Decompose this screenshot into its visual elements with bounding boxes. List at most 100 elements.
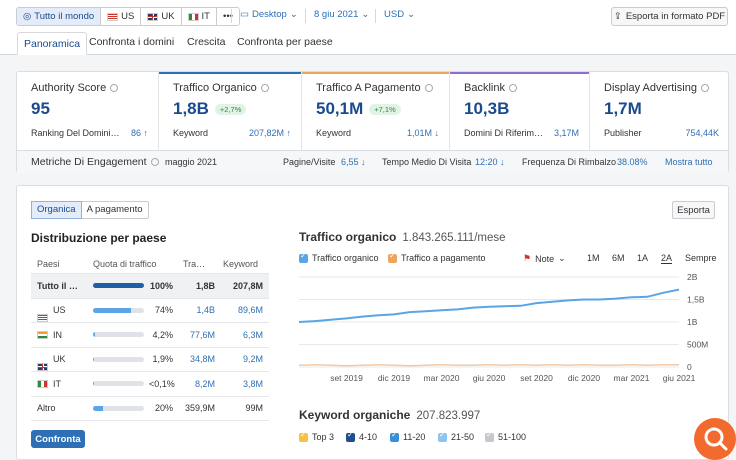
region-selector: ◎ Tutto il mondo US UK IT •••: [16, 7, 240, 26]
search-fab-button[interactable]: [694, 418, 736, 460]
table-row[interactable]: UK 1,9% 34,8M 9,2M: [31, 348, 269, 372]
x-tick-label: dic 2020: [568, 373, 600, 383]
currency-dropdown[interactable]: USD ⌄: [384, 9, 415, 20]
notes-dropdown[interactable]: ⚑ Note ⌄: [523, 253, 566, 264]
table-row[interactable]: Tutto il … 100% 1,8B 207,8M: [31, 274, 269, 299]
compare-button[interactable]: Confronta: [31, 430, 85, 448]
info-icon: [508, 84, 517, 92]
chart-total: 1.843.265.111/mese: [402, 232, 506, 244]
tab-crescita[interactable]: Crescita: [187, 36, 226, 48]
country-label: US: [121, 11, 135, 22]
kw-legend-4-10[interactable]: 4-10: [346, 430, 378, 442]
table-row[interactable]: Altro 20% 359,9M 99M: [31, 397, 269, 421]
legend-label: Top 3: [312, 432, 335, 442]
legend-organic[interactable]: Traffico organico: [299, 251, 379, 263]
show-all-link[interactable]: Mostra tutto: [665, 157, 713, 167]
chevron-down-icon: ⌄: [407, 9, 416, 20]
export-button[interactable]: Esporta: [672, 201, 715, 219]
metric-value: 1,8B: [173, 99, 209, 118]
metric-accent-line: [450, 72, 589, 74]
date-dropdown[interactable]: 8 giu 2021 ⌄: [314, 9, 369, 20]
us-flag-icon: [37, 314, 48, 323]
chevron-down-icon: ⌄: [289, 9, 298, 20]
legend-label: 4-10: [359, 432, 378, 442]
share-bar: [93, 332, 144, 338]
x-tick-label: set 2020: [520, 373, 553, 383]
share-percent: 1,9%: [152, 354, 173, 365]
table-row[interactable]: IT <0,1% 8,2M 3,8M: [31, 372, 269, 397]
it-flag-icon: [187, 12, 199, 21]
legend-label: Traffico a pagamento: [401, 253, 486, 263]
country-us-button[interactable]: US: [101, 8, 142, 25]
bounce-value: 38.08%: [617, 157, 648, 167]
metric-organic-traffic[interactable]: Traffico Organico 1,8B +2,7% Keyword 207,8…: [158, 72, 301, 150]
table-row[interactable]: US 74% 1,4B 89,6M: [31, 299, 269, 323]
keyword-value[interactable]: 89,6M: [237, 305, 263, 316]
traffic-value[interactable]: 34,8M: [189, 354, 215, 365]
y-tick-label: 1B: [687, 317, 698, 327]
chart-header: Traffico organico 1.843.265.111/mese: [299, 230, 506, 244]
device-dropdown[interactable]: ▭ Desktop ⌄: [240, 9, 298, 20]
kw-legend-top3[interactable]: Top 3: [299, 430, 335, 442]
country-name: US: [53, 305, 66, 316]
x-tick-label: giu 2020: [473, 373, 506, 383]
traffic-value[interactable]: 1,4B: [196, 305, 215, 316]
organic-toggle[interactable]: Organica: [31, 201, 82, 219]
country-uk-button[interactable]: UK: [141, 8, 182, 25]
tab-confronta-domini[interactable]: Confronta i domini: [89, 36, 175, 48]
metric-sub-label: Keyword: [316, 128, 352, 138]
metric-authority-score[interactable]: Authority Score 95 Ranking Del Domini… 86…: [17, 72, 158, 150]
more-countries-button[interactable]: •••: [217, 8, 239, 25]
range-6m[interactable]: 6M: [612, 253, 625, 263]
chart-title: Traffico organico: [299, 230, 397, 244]
top-toolbar: ◎ Tutto il mondo US UK IT ••• ▭ Desktop ⌄ 8…: [0, 0, 736, 32]
all-world-label: Tutto il mondo: [34, 11, 95, 22]
time-value: 12:20 ↓: [475, 157, 505, 167]
metric-accent-line: [159, 72, 301, 74]
keyword-value[interactable]: 9,2M: [242, 354, 263, 365]
checkbox-icon: [438, 430, 447, 442]
country-label: IT: [201, 11, 210, 22]
info-icon: [424, 84, 433, 92]
engagement-title: Metriche Di Engagement: [31, 156, 147, 168]
column-header: Quota di traffico: [93, 258, 157, 269]
paid-toggle[interactable]: A pagamento: [86, 204, 143, 215]
globe-icon: ◎: [23, 11, 32, 22]
range-sempre[interactable]: Sempre: [685, 253, 717, 263]
pages-value: 6,55 ↓: [341, 157, 366, 167]
all-world-button[interactable]: ◎ Tutto il mondo: [17, 8, 102, 25]
time-label: Tempo Medio Di Visita: [382, 157, 472, 167]
kw-legend-11-20[interactable]: 11-20: [390, 430, 425, 442]
range-1a[interactable]: 1A: [637, 253, 649, 263]
metric-sub-value: 754,44K: [685, 128, 719, 138]
tab-panoramica[interactable]: Panoramica: [17, 32, 88, 55]
checkbox-icon: [390, 430, 399, 442]
upload-icon: ⇪: [613, 11, 622, 22]
y-tick-label: 0: [687, 362, 692, 372]
export-pdf-button[interactable]: ⇪ Esporta in formato PDF: [611, 7, 728, 26]
metric-backlink[interactable]: Backlink 10,3B Domini Di Riferim… 3,17M: [449, 72, 589, 150]
keyword-value: 207,8M: [232, 280, 263, 291]
keyword-value[interactable]: 3,8M: [242, 378, 263, 389]
metric-title: Authority Score: [31, 82, 107, 94]
us-flag-icon: [107, 12, 119, 21]
metric-paid-traffic[interactable]: Traffico A Pagamento 50,1M +7,1% Keyword 1…: [301, 72, 449, 150]
chevron-down-icon: ⌄: [558, 253, 566, 263]
kw-legend-51-100[interactable]: 51-100: [485, 430, 526, 442]
tab-confronta-paese[interactable]: Confronta per paese: [237, 36, 333, 48]
traffic-value[interactable]: 77,6M: [189, 329, 215, 340]
divider: [375, 9, 376, 23]
traffic-value[interactable]: 8,2M: [194, 378, 215, 389]
range-2a[interactable]: 2A: [661, 253, 673, 264]
uk-flag-icon: [147, 12, 159, 21]
notes-label: Note: [535, 253, 555, 264]
table-row[interactable]: IN 4,2% 77,6M 6,3M: [31, 323, 269, 348]
metric-display-advertising[interactable]: Display Advertising 1,7M Publisher 754,44…: [589, 72, 729, 150]
legend-paid[interactable]: Traffico a pagamento: [388, 251, 486, 263]
keyword-value[interactable]: 6,3M: [242, 329, 263, 340]
range-1m[interactable]: 1M: [587, 253, 600, 263]
kw-legend-21-50[interactable]: 21-50: [438, 430, 474, 442]
legend-label: Traffico organico: [312, 253, 379, 263]
traffic-value: 359,9M: [184, 403, 215, 414]
country-it-button[interactable]: IT: [181, 8, 217, 25]
